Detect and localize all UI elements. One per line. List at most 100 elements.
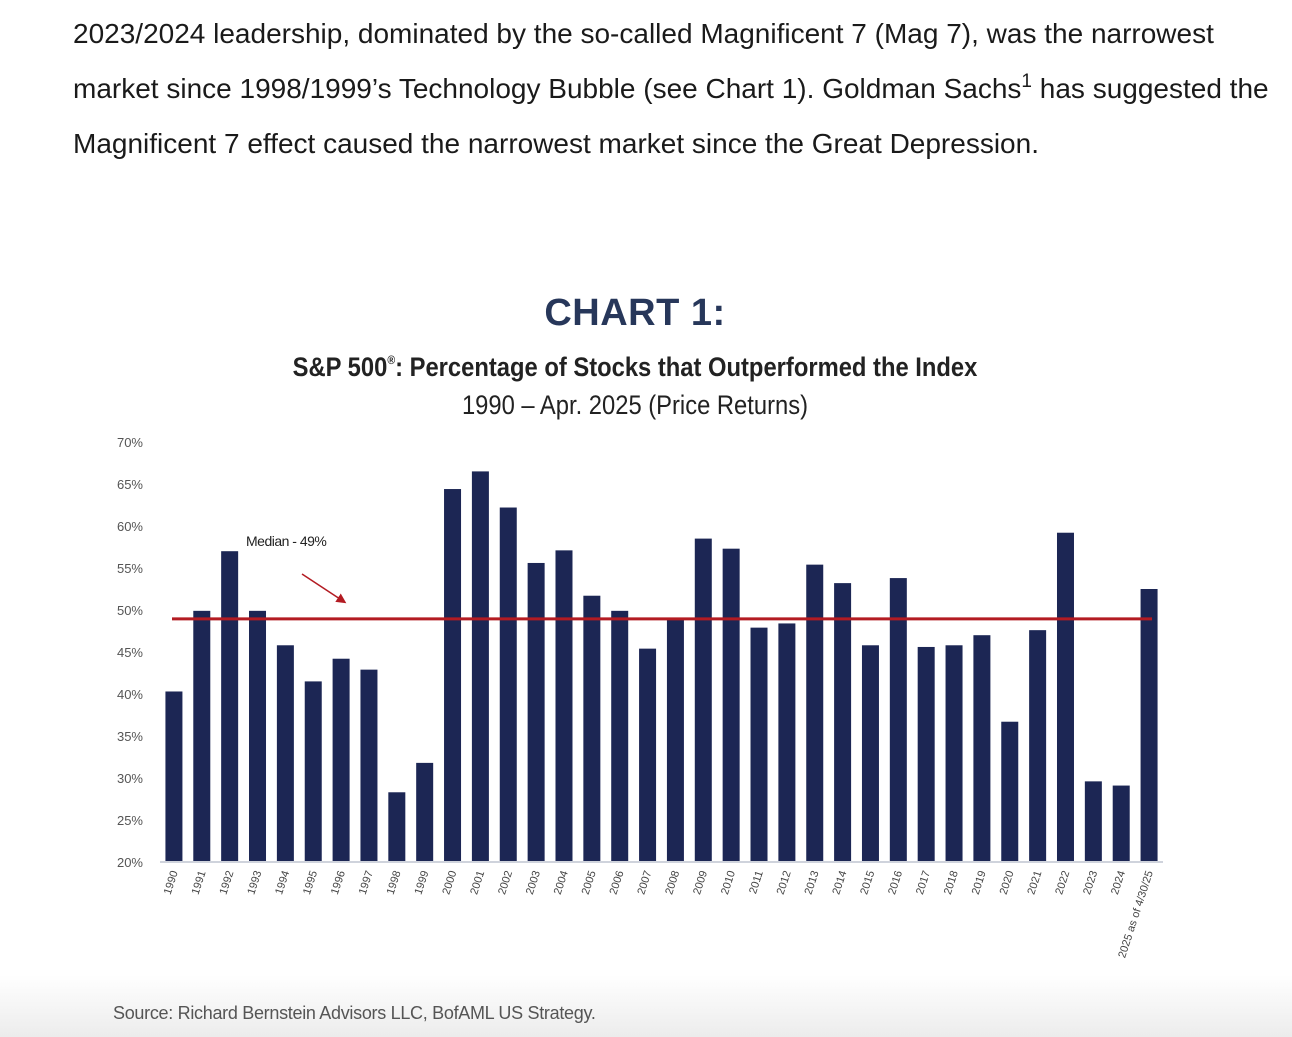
y-tick-label: 35% bbox=[117, 729, 143, 744]
y-tick-label: 30% bbox=[117, 771, 143, 786]
x-tick-label: 1998 bbox=[385, 869, 404, 896]
bar-2019 bbox=[973, 635, 991, 862]
bar-2022 bbox=[1056, 532, 1074, 862]
bar-2000 bbox=[444, 489, 462, 862]
x-tick-label: 2024 bbox=[1109, 869, 1128, 896]
bar-2014 bbox=[834, 583, 852, 862]
bar-2006 bbox=[611, 610, 629, 862]
x-tick-label: 2000 bbox=[440, 869, 459, 896]
x-tick-label: 2004 bbox=[552, 869, 571, 896]
bar-1999 bbox=[416, 762, 434, 862]
bar-2025 bbox=[1140, 589, 1158, 862]
y-tick-label: 55% bbox=[117, 561, 143, 576]
bar-2008 bbox=[666, 617, 684, 862]
x-tick-label: 1996 bbox=[329, 869, 348, 896]
chart-subtitle: 1990 – Apr. 2025 (Price Returns) bbox=[461, 390, 809, 420]
chart-title: S&P 500®: Percentage of Stocks that Outp… bbox=[76, 352, 1194, 383]
bar-1997 bbox=[360, 669, 378, 862]
bar-1991 bbox=[193, 610, 211, 862]
bar-2020 bbox=[1001, 721, 1019, 862]
x-tick-label: 2019 bbox=[970, 869, 989, 896]
x-tick-label: 2008 bbox=[663, 869, 682, 896]
median-label: Median - 49% bbox=[246, 533, 326, 549]
bar-2018 bbox=[945, 645, 963, 862]
bar-2002 bbox=[499, 507, 517, 862]
bar-2007 bbox=[639, 648, 657, 862]
bar-2021 bbox=[1029, 630, 1047, 862]
y-tick-label: 60% bbox=[117, 519, 143, 534]
bar-2012 bbox=[778, 623, 796, 862]
x-tick-label: 2015 bbox=[858, 869, 877, 896]
bar-2003 bbox=[527, 562, 545, 862]
x-tick-label: 2007 bbox=[635, 869, 654, 896]
x-tick-label: 2012 bbox=[775, 869, 794, 896]
y-tick-label: 50% bbox=[117, 603, 143, 618]
y-axis: 20% 25% 30% 35% 40% 45% 50% 55% 60% 65% 70% bbox=[117, 435, 143, 870]
x-tick-label: 1990 bbox=[162, 869, 181, 896]
bar-2009 bbox=[694, 538, 712, 862]
article-paragraph: 2023/2024 leadership, dominated by the s… bbox=[73, 6, 1278, 171]
bar-2023 bbox=[1084, 781, 1102, 862]
x-tick-label: 1991 bbox=[190, 869, 209, 896]
x-tick-label: 2002 bbox=[496, 869, 515, 896]
bar-2024 bbox=[1112, 785, 1130, 862]
x-tick-label: 1992 bbox=[218, 869, 237, 896]
bar-1993 bbox=[249, 610, 267, 862]
chart-title-rest: : Percentage of Stocks that Outperformed… bbox=[395, 352, 978, 382]
median-group: Median - 49% bbox=[172, 533, 1152, 621]
chart-heading: CHART 1: bbox=[544, 292, 726, 334]
x-tick-label: 1999 bbox=[413, 869, 432, 896]
bar-1990 bbox=[165, 691, 183, 862]
bar-2010 bbox=[722, 548, 740, 862]
bar-2016 bbox=[889, 578, 907, 862]
x-tick-label: 2020 bbox=[998, 869, 1017, 896]
bar-1994 bbox=[276, 645, 294, 862]
bar-2001 bbox=[471, 471, 489, 862]
paragraph-text-end: has suggested the Magnificent 7 effect c… bbox=[73, 73, 1269, 159]
y-tick-label: 25% bbox=[117, 813, 143, 828]
bar-1995 bbox=[304, 681, 322, 862]
x-tick-label: 2023 bbox=[1081, 869, 1100, 896]
x-tick-label: 2005 bbox=[580, 869, 599, 896]
bar-1996 bbox=[332, 658, 350, 862]
bar-2005 bbox=[583, 595, 601, 862]
x-tick-label: 2003 bbox=[524, 869, 543, 896]
registered-mark: ® bbox=[387, 353, 396, 367]
x-axis: 1990 1991 1992 1993 1994 1995 1996 1997 1998 1999… bbox=[162, 869, 1156, 959]
x-tick-label: 2011 bbox=[747, 869, 766, 895]
x-tick-label: 2014 bbox=[830, 869, 849, 896]
chart-title-main: S&P 500 bbox=[292, 352, 388, 382]
x-tick-label: 2009 bbox=[691, 869, 710, 896]
x-tick-label: 2013 bbox=[803, 869, 822, 896]
x-tick-label: 2022 bbox=[1053, 869, 1072, 896]
x-tick-label: 1995 bbox=[301, 869, 320, 896]
bar-2011 bbox=[750, 627, 768, 862]
x-tick-label: 2021 bbox=[1026, 869, 1045, 896]
bar-1992 bbox=[221, 551, 239, 862]
footnote-ref[interactable]: 1 bbox=[1021, 71, 1032, 92]
y-tick-label: 70% bbox=[117, 435, 143, 450]
paragraph-text-start: 2023/2024 leadership, dominated by the s… bbox=[73, 18, 1214, 104]
x-tick-label: 2001 bbox=[468, 869, 487, 896]
x-tick-label: 2010 bbox=[719, 869, 738, 896]
bar-2017 bbox=[917, 646, 935, 862]
bar-2004 bbox=[555, 550, 573, 862]
x-tick-label: 1994 bbox=[273, 869, 292, 896]
x-tick-label: 2018 bbox=[942, 869, 961, 896]
bar-2013 bbox=[806, 564, 824, 862]
bar-1998 bbox=[388, 792, 406, 862]
y-tick-label: 65% bbox=[117, 477, 143, 492]
x-tick-label: 2006 bbox=[608, 869, 627, 896]
x-tick-label: 1997 bbox=[357, 869, 376, 896]
source-note: Source: Richard Bernstein Advisors LLC, … bbox=[113, 1003, 596, 1023]
y-tick-label: 20% bbox=[117, 855, 143, 870]
x-tick-label: 1993 bbox=[245, 869, 264, 896]
y-tick-label: 40% bbox=[117, 687, 143, 702]
median-arrow bbox=[301, 573, 347, 604]
y-tick-label: 45% bbox=[117, 645, 143, 660]
bars bbox=[160, 471, 1163, 863]
bar-2015 bbox=[861, 645, 879, 862]
footer-fade bbox=[0, 975, 1292, 1037]
x-tick-label: 2016 bbox=[886, 869, 905, 896]
